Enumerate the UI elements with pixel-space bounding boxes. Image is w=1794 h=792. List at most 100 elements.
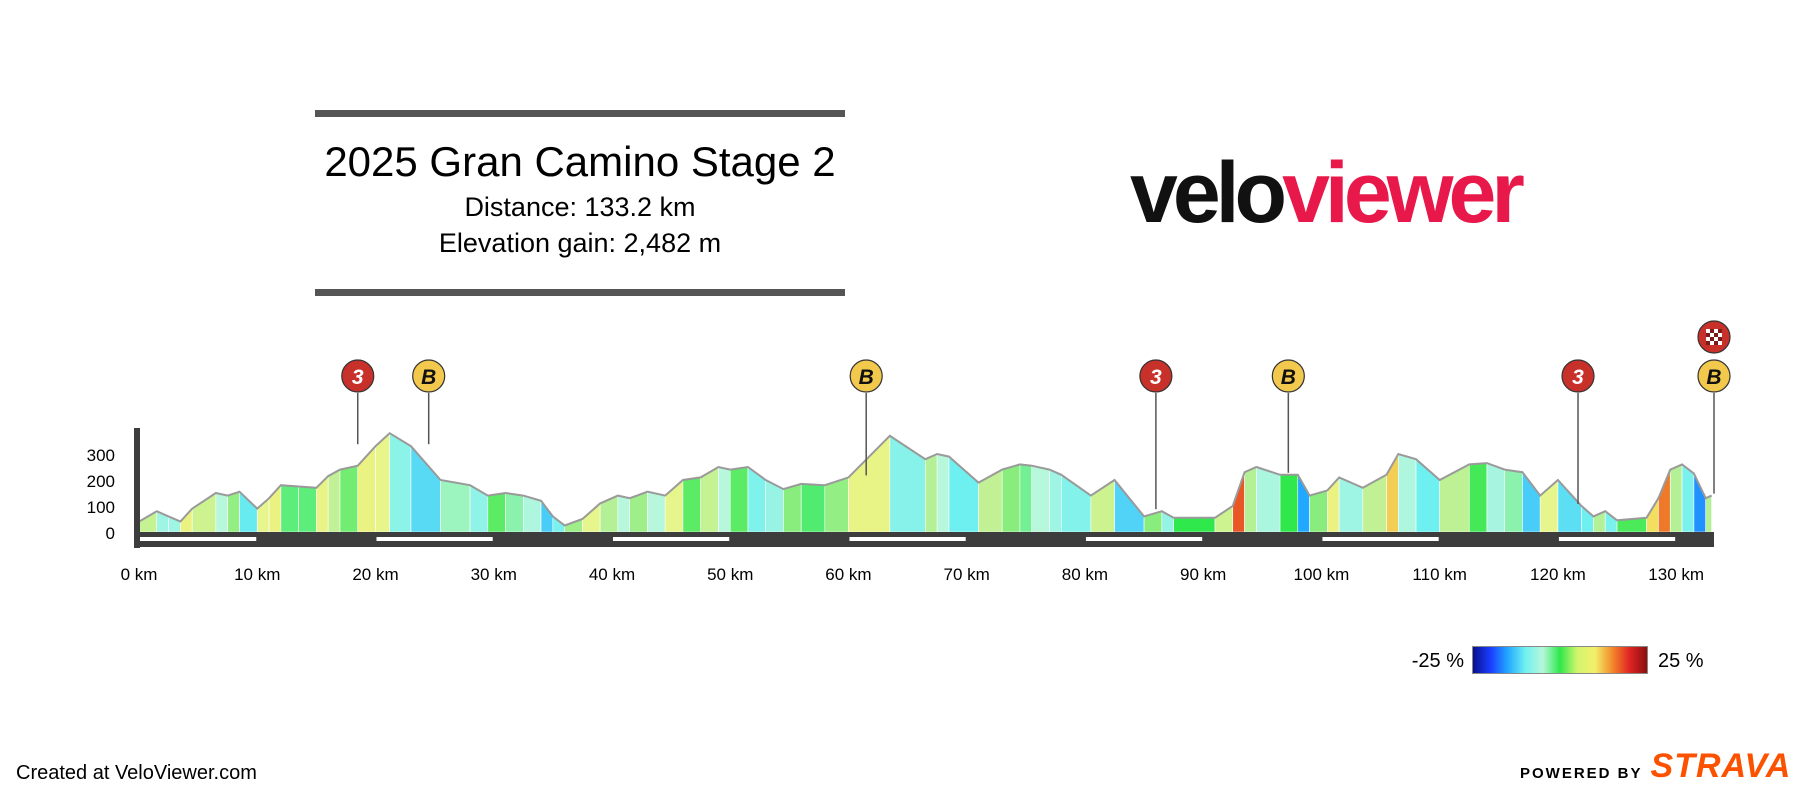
- x-tick-label: 90 km: [1180, 565, 1226, 584]
- bonus-sprint-icon: [1271, 359, 1305, 393]
- finish-flag-check: [1710, 329, 1714, 333]
- profile-segment: [1604, 510, 1618, 533]
- profile-segment: [1705, 495, 1712, 533]
- finish-flag-check: [1714, 333, 1718, 337]
- x-axis-scale-segment: [1558, 537, 1676, 541]
- logo-part-velo: velo: [1130, 145, 1287, 241]
- x-tick-label: 120 km: [1530, 565, 1586, 584]
- profile-outline: [138, 431, 1713, 527]
- profile-segment: [1049, 469, 1062, 533]
- profile-segment: [410, 445, 441, 533]
- profile-segment: [389, 432, 412, 533]
- profile-segment: [729, 466, 749, 533]
- legend-max-label: 25 %: [1658, 650, 1704, 672]
- profile-segment: [357, 445, 376, 533]
- x-tick-label: 50 km: [707, 565, 753, 584]
- stage-title: 2025 Gran Camino Stage 2: [324, 138, 836, 185]
- profile-segment: [505, 492, 524, 533]
- finish-flag-check: [1718, 341, 1722, 345]
- x-axis-scale-segment: [376, 537, 493, 541]
- profile-segment: [1681, 463, 1695, 533]
- profile-segment: [138, 510, 158, 533]
- profile-segment: [1173, 517, 1216, 533]
- y-axis-bar: [134, 428, 140, 548]
- profile-segment: [440, 479, 471, 533]
- profile-segment: [1001, 463, 1021, 533]
- profile-segment: [925, 453, 938, 533]
- y-tick-label: 200: [87, 472, 115, 491]
- profile-segment: [1061, 474, 1092, 533]
- bonus-sprint-icon: [1697, 359, 1731, 393]
- climb-category-icon: [1561, 359, 1595, 393]
- finish-flag-check: [1710, 341, 1714, 345]
- marker-label: B: [421, 366, 436, 389]
- profile-segment: [1362, 474, 1387, 533]
- profile-segment: [375, 432, 390, 533]
- x-tick-label: 10 km: [234, 565, 280, 584]
- profile-segment: [848, 435, 891, 533]
- profile-segment: [800, 483, 826, 533]
- x-tick-label: 30 km: [471, 565, 517, 584]
- profile-segment: [1244, 466, 1257, 533]
- finish-flag-check: [1718, 333, 1722, 337]
- marker-label: 3: [1150, 366, 1162, 389]
- finish-flag-check: [1706, 329, 1710, 333]
- marker-label: 3: [1572, 366, 1584, 389]
- x-tick-label: 60 km: [825, 565, 871, 584]
- x-tick-label: 100 km: [1294, 565, 1350, 584]
- profile-segment: [1327, 476, 1340, 533]
- finish-flag-check: [1718, 329, 1722, 333]
- marker-label: B: [859, 366, 874, 389]
- profile-segment: [316, 475, 329, 533]
- profile-segment: [747, 466, 766, 533]
- profile-segment: [298, 486, 317, 533]
- profile-segment: [280, 484, 299, 533]
- profile-segment: [978, 469, 1003, 533]
- finish-flag-check: [1706, 337, 1710, 341]
- profile-segment: [327, 469, 341, 533]
- profile-segment: [617, 495, 631, 533]
- profile-segment: [1693, 473, 1707, 533]
- credit-text: Created at VeloViewer.com: [16, 762, 257, 784]
- x-axis-scale-segment: [1322, 537, 1439, 541]
- bonus-sprint-icon: [849, 359, 883, 393]
- climb-category-icon: [1139, 359, 1173, 393]
- y-tick-label: 300: [87, 446, 115, 465]
- x-axis-scale-segment: [849, 537, 966, 541]
- elevation-profile-chart: 0 100 200 300 0 km 10 km 20 km 30 km 40 km 50 km 6…: [87, 320, 1731, 584]
- finish-flag-check: [1718, 337, 1722, 341]
- stage-elevation-gain: Elevation gain: 2,482 m: [438, 228, 722, 258]
- profile-segment: [948, 455, 979, 533]
- profile-segment: [1031, 465, 1050, 533]
- finish-flag-check: [1706, 333, 1710, 337]
- powered-by-strava: POWERED BY STRAVA: [1520, 747, 1791, 787]
- profile-segment: [1309, 489, 1328, 533]
- profile-segment: [1486, 462, 1506, 533]
- veloviewer-logo: veloviewer: [1130, 150, 1525, 236]
- profile-segment: [1114, 479, 1145, 533]
- x-tick-label: 70 km: [944, 565, 990, 584]
- finish-flag-check: [1710, 337, 1714, 341]
- legend-min-label: -25 %: [1411, 650, 1464, 672]
- stage-distance: Distance: 133.2 km: [464, 192, 696, 222]
- finish-flag-check: [1714, 337, 1718, 341]
- title-rule-bottom: [315, 289, 845, 296]
- x-tick-label: 80 km: [1062, 565, 1108, 584]
- profile-segment: [1279, 474, 1299, 533]
- x-tick-label: 40 km: [589, 565, 635, 584]
- profile-segment: [1522, 471, 1541, 533]
- profile-segment: [215, 492, 228, 533]
- profile-segment: [487, 492, 506, 533]
- profile-segment: [936, 453, 950, 533]
- y-tick-label: 100: [87, 498, 115, 517]
- finish-flag-check: [1714, 341, 1718, 345]
- x-tick-label: 130 km: [1648, 565, 1704, 584]
- strava-logo: STRAVA: [1650, 747, 1792, 785]
- x-axis-scale-segment: [1085, 537, 1203, 541]
- profile-segment: [1019, 464, 1033, 533]
- profile-segment: [889, 435, 926, 533]
- y-tick-label: 0: [106, 524, 115, 543]
- marker-label: B: [1706, 366, 1721, 389]
- profile-segment: [1214, 505, 1234, 533]
- finish-flag-check: [1714, 329, 1718, 333]
